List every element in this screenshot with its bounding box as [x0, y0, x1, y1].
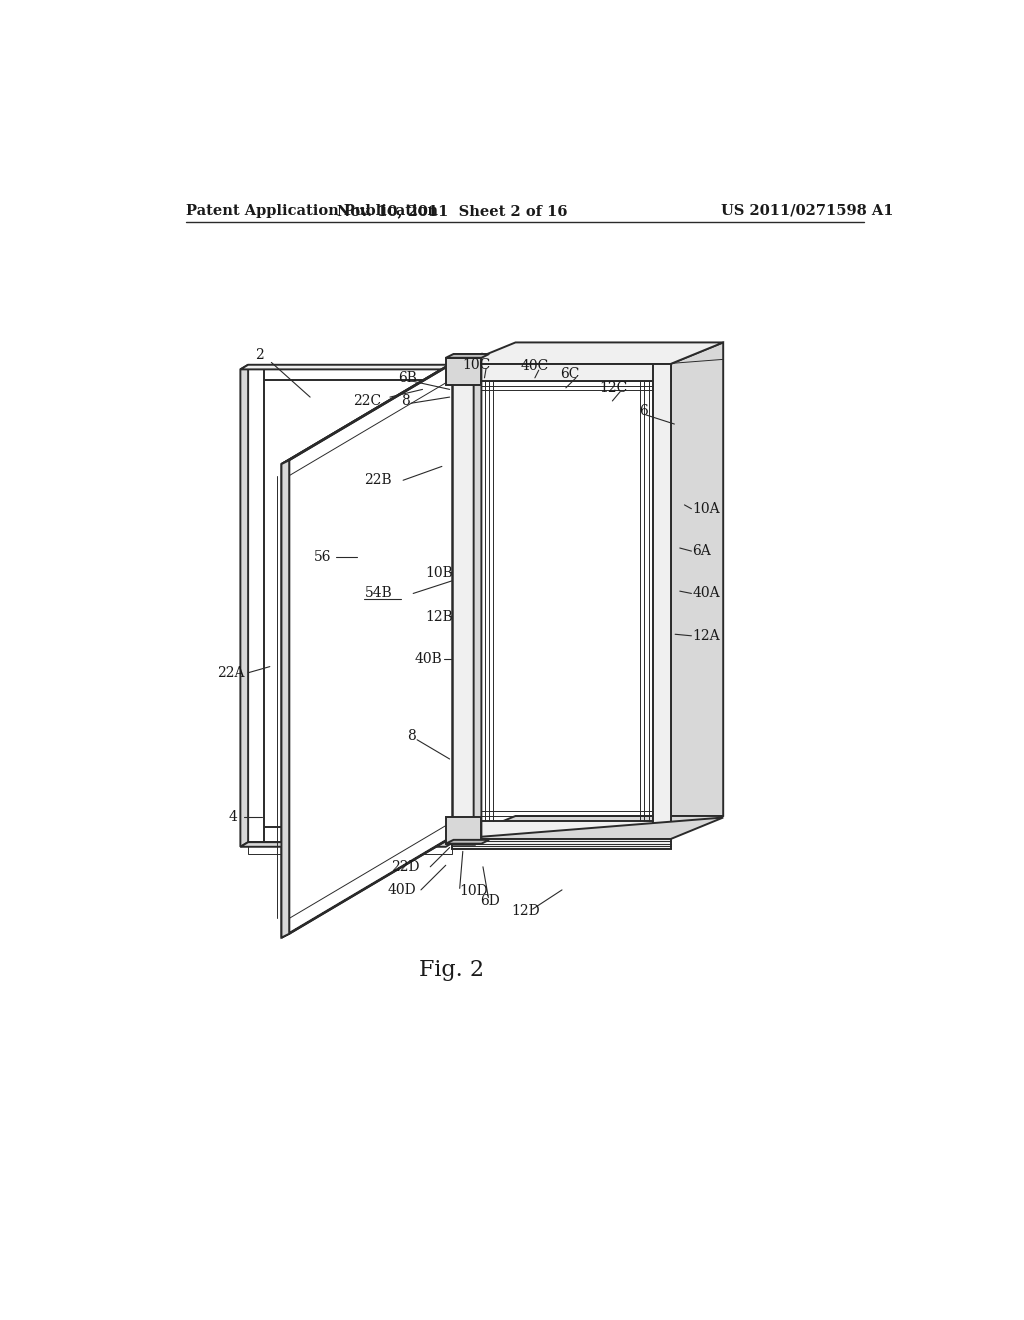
Text: 40C: 40C — [521, 359, 549, 374]
Polygon shape — [653, 364, 671, 837]
Text: 10C: 10C — [463, 358, 492, 372]
Polygon shape — [248, 364, 454, 380]
Text: 10B: 10B — [425, 566, 453, 579]
Polygon shape — [241, 364, 248, 847]
Text: 2: 2 — [255, 347, 264, 362]
Text: 56: 56 — [314, 550, 332, 564]
Polygon shape — [282, 360, 458, 465]
Text: 6A: 6A — [692, 544, 711, 558]
Text: 12B: 12B — [425, 610, 453, 623]
Polygon shape — [474, 354, 481, 843]
Text: 40D: 40D — [388, 883, 416, 896]
Text: 22A: 22A — [217, 665, 245, 680]
Text: 10D: 10D — [460, 884, 488, 899]
Text: 4: 4 — [228, 809, 238, 824]
Text: 54B: 54B — [365, 586, 392, 601]
Polygon shape — [480, 381, 653, 821]
Polygon shape — [452, 840, 671, 849]
Polygon shape — [282, 364, 451, 937]
Polygon shape — [445, 354, 489, 358]
Polygon shape — [463, 364, 671, 381]
Text: 40A: 40A — [692, 586, 720, 601]
Text: 8: 8 — [407, 729, 416, 743]
Text: 12C: 12C — [599, 381, 628, 395]
Text: 6D: 6D — [480, 895, 500, 908]
Text: 6: 6 — [640, 404, 648, 418]
Polygon shape — [248, 842, 452, 854]
Polygon shape — [282, 834, 458, 937]
Text: 12A: 12A — [692, 628, 720, 643]
Text: Nov. 10, 2011  Sheet 2 of 16: Nov. 10, 2011 Sheet 2 of 16 — [337, 203, 567, 218]
Text: 22D: 22D — [391, 859, 420, 874]
Polygon shape — [452, 358, 474, 843]
Text: 22B: 22B — [365, 474, 392, 487]
Text: 6C: 6C — [560, 367, 580, 381]
Text: 22C: 22C — [352, 393, 381, 408]
Polygon shape — [289, 360, 458, 933]
Text: US 2011/0271598 A1: US 2011/0271598 A1 — [721, 203, 893, 218]
Text: Fig. 2: Fig. 2 — [420, 960, 484, 981]
Polygon shape — [463, 364, 480, 837]
Polygon shape — [445, 817, 481, 843]
Polygon shape — [248, 364, 263, 842]
Text: 8: 8 — [400, 393, 410, 408]
Text: 12D: 12D — [512, 904, 541, 919]
Polygon shape — [241, 842, 454, 847]
Polygon shape — [463, 364, 671, 837]
Text: 40B: 40B — [415, 652, 442, 665]
Text: Patent Application Publication: Patent Application Publication — [186, 203, 438, 218]
Polygon shape — [445, 358, 481, 385]
Polygon shape — [463, 821, 671, 837]
Polygon shape — [671, 342, 723, 837]
Polygon shape — [438, 364, 454, 842]
Polygon shape — [282, 360, 458, 465]
Text: 10A: 10A — [692, 502, 720, 516]
Polygon shape — [452, 817, 723, 840]
Polygon shape — [463, 816, 723, 837]
Polygon shape — [241, 364, 454, 370]
Polygon shape — [463, 342, 723, 364]
Polygon shape — [248, 826, 454, 842]
Polygon shape — [282, 461, 289, 937]
Polygon shape — [445, 840, 489, 843]
Text: 6B: 6B — [397, 371, 417, 385]
